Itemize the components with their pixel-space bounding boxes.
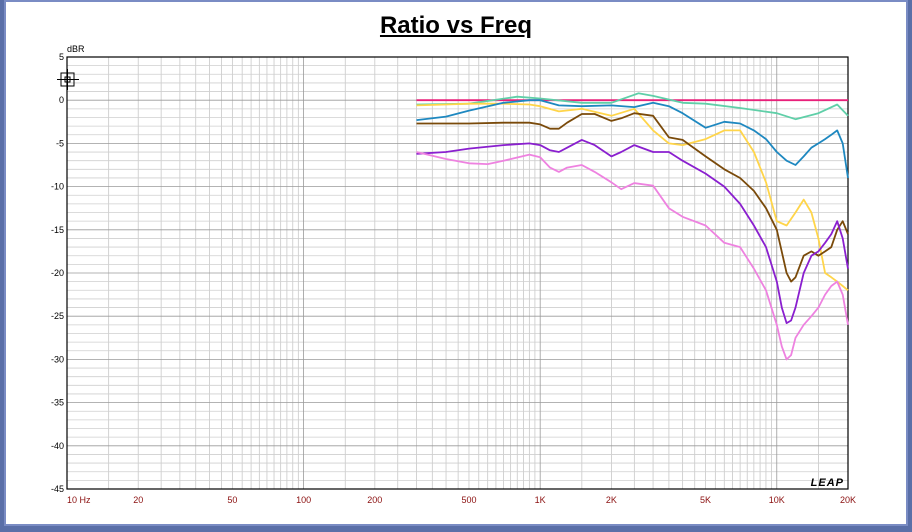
x-tick-label: 200 [367, 495, 382, 505]
series-line-6 [416, 138, 849, 325]
y-tick-label: -25 [51, 311, 64, 321]
y-tick-label: -35 [51, 398, 64, 408]
x-tick-labels: 10 Hz 20 50 100 200 500 1K 2K 5K 10K 20K [67, 495, 856, 505]
y-tick-labels: 5 0 -5 -10 -15 -20 -25 -30 -35 -40 -45 [51, 52, 64, 494]
x-tick-label: 50 [227, 495, 237, 505]
chart-frame [4, 0, 908, 526]
series-line-2 [416, 92, 849, 121]
x-tick-label: 500 [461, 495, 476, 505]
x-tick-label: 100 [296, 495, 311, 505]
y-tick-label: -45 [51, 484, 64, 494]
x-tick-label: 20K [840, 495, 856, 505]
x-tick-label: 10 Hz [67, 495, 91, 505]
y-axis-label: dBR [67, 44, 85, 54]
x-tick-label: 1K [535, 495, 546, 505]
leap-watermark: LEAP [811, 477, 844, 489]
x-tick-label: 2K [606, 495, 617, 505]
y-tick-label: -5 [56, 138, 64, 148]
x-tick-label: 5K [700, 495, 711, 505]
series-line-7 [416, 151, 849, 361]
y-tick-label: -40 [51, 441, 64, 451]
plot-border [66, 56, 849, 490]
series-layer [416, 92, 849, 361]
y-tick-label: -10 [51, 182, 64, 192]
series-line-5 [416, 112, 849, 283]
y-tick-label: 0 [59, 95, 64, 105]
y-tick-label: 5 [59, 52, 64, 62]
x-tick-label: 10K [769, 495, 785, 505]
y-tick-label: -30 [51, 354, 64, 364]
x-tick-label: 20 [133, 495, 143, 505]
crosshair-cursor-icon[interactable] [57, 69, 79, 90]
y-tick-label: -20 [51, 268, 64, 278]
series-line-4 [416, 99, 849, 179]
window-bottom-strip [0, 526, 912, 532]
chart-title: Ratio vs Freq [379, 12, 533, 39]
y-tick-label: -15 [51, 225, 64, 235]
